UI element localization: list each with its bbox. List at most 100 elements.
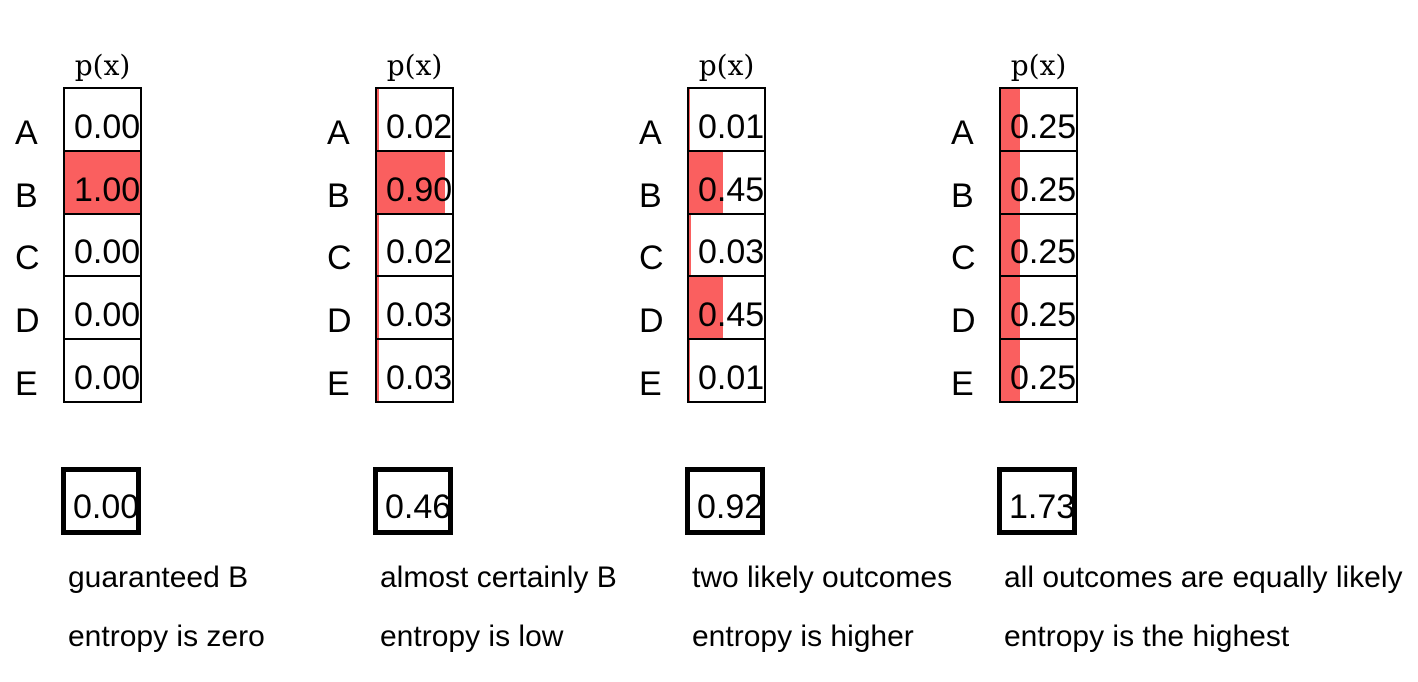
row-label: C xyxy=(951,239,976,278)
prob-bar xyxy=(689,340,690,401)
prob-value: 0.02 xyxy=(386,107,452,146)
row-label: B xyxy=(951,176,974,215)
entropy-value: 1.73 xyxy=(1009,488,1076,526)
row-label: D xyxy=(327,302,352,341)
prob-bar xyxy=(1001,89,1020,150)
row-label: C xyxy=(327,239,352,278)
row-label: B xyxy=(327,176,350,215)
prob-value: 0.02 xyxy=(386,233,452,272)
prob-cell: 0.25 xyxy=(1001,214,1076,278)
prob-value: 0.00 xyxy=(74,358,140,397)
prob-value: 0.03 xyxy=(386,358,452,397)
row-label: E xyxy=(639,364,662,403)
prob-bar xyxy=(377,340,380,401)
row-label: E xyxy=(951,364,974,403)
prob-cell: 0.00 xyxy=(65,340,140,401)
entropy-box: 0.00 xyxy=(61,467,141,535)
prob-cell: 0.03 xyxy=(689,214,764,278)
prob-value: 0.25 xyxy=(1010,296,1076,335)
prob-cell: 0.25 xyxy=(1001,277,1076,341)
pofx-header: p(x) xyxy=(386,49,443,82)
entropy-value: 0.46 xyxy=(385,488,452,526)
row-label: C xyxy=(15,239,40,278)
prob-bar xyxy=(377,214,379,276)
prob-bar xyxy=(689,277,723,339)
prob-bar xyxy=(689,151,723,213)
caption-line-2: entropy is the highest xyxy=(1004,620,1290,653)
prob-cell: 0.03 xyxy=(377,340,452,401)
prob-value: 0.90 xyxy=(386,170,452,209)
prob-cell: 0.00 xyxy=(65,277,140,341)
entropy-box: 0.92 xyxy=(685,467,765,535)
prob-cell: 0.45 xyxy=(689,151,764,215)
prob-value: 1.00 xyxy=(74,170,140,209)
row-label: E xyxy=(15,364,38,403)
prob-bar xyxy=(65,151,140,213)
prob-bar xyxy=(1001,340,1020,401)
prob-table: 0.00 1.00 0.00 0.00 0.00 xyxy=(63,87,142,403)
prob-bar xyxy=(377,89,379,150)
prob-bar xyxy=(1001,151,1020,213)
prob-cell: 0.00 xyxy=(65,214,140,278)
prob-cell: 0.00 xyxy=(65,89,140,152)
prob-bar xyxy=(689,89,690,150)
entropy-value: 0.00 xyxy=(73,488,140,526)
caption-line-1: all outcomes are equally likely xyxy=(1004,561,1403,594)
prob-value: 0.00 xyxy=(74,296,140,335)
prob-value: 0.01 xyxy=(698,107,764,146)
row-label: D xyxy=(951,302,976,341)
prob-cell: 0.90 xyxy=(377,151,452,215)
prob-bar xyxy=(1001,214,1020,276)
prob-cell: 0.25 xyxy=(1001,151,1076,215)
caption-line-1: two likely outcomes xyxy=(692,561,953,594)
caption-line-2: entropy is zero xyxy=(68,620,265,653)
prob-value: 0.25 xyxy=(1010,233,1076,272)
prob-value: 0.00 xyxy=(74,233,140,272)
row-label: D xyxy=(639,302,664,341)
entropy-box: 0.46 xyxy=(373,467,453,535)
row-label: A xyxy=(15,113,38,152)
row-label: E xyxy=(327,364,350,403)
prob-bar xyxy=(1001,277,1020,339)
prob-cell: 0.25 xyxy=(1001,89,1076,152)
row-label: D xyxy=(15,302,40,341)
prob-value: 0.01 xyxy=(698,358,764,397)
row-label: B xyxy=(639,176,662,215)
pofx-header: p(x) xyxy=(698,49,755,82)
prob-bar xyxy=(377,151,445,213)
prob-cell: 0.01 xyxy=(689,89,764,152)
caption-line-1: guaranteed B xyxy=(68,561,249,594)
entropy-value: 0.92 xyxy=(697,488,764,526)
pofx-header: p(x) xyxy=(1010,49,1067,82)
prob-cell: 0.02 xyxy=(377,89,452,152)
row-label: A xyxy=(951,113,974,152)
caption-line-2: entropy is higher xyxy=(692,620,914,653)
prob-cell: 0.25 xyxy=(1001,340,1076,401)
prob-value: 0.25 xyxy=(1010,358,1076,397)
prob-value: 0.25 xyxy=(1010,170,1076,209)
prob-cell: 0.02 xyxy=(377,214,452,278)
prob-value: 0.45 xyxy=(698,170,764,209)
prob-value: 0.45 xyxy=(698,296,764,335)
prob-value: 0.25 xyxy=(1010,107,1076,146)
row-label: A xyxy=(327,113,350,152)
prob-cell: 0.45 xyxy=(689,277,764,341)
prob-cell: 0.01 xyxy=(689,340,764,401)
caption-line-2: entropy is low xyxy=(380,620,564,653)
row-label: A xyxy=(639,113,662,152)
entropy-box: 1.73 xyxy=(997,467,1077,535)
prob-table: 0.01 0.45 0.03 0.45 0.01 xyxy=(687,87,766,403)
prob-cell: 1.00 xyxy=(65,151,140,215)
prob-value: 0.00 xyxy=(74,107,140,146)
prob-value: 0.03 xyxy=(386,296,452,335)
prob-cell: 0.03 xyxy=(377,277,452,341)
pofx-header: p(x) xyxy=(74,49,131,82)
prob-bar xyxy=(689,214,692,276)
prob-table: 0.02 0.90 0.02 0.03 0.03 xyxy=(375,87,454,403)
prob-value: 0.03 xyxy=(698,233,764,272)
caption-line-1: almost certainly B xyxy=(380,561,617,594)
row-label: B xyxy=(15,176,38,215)
prob-bar xyxy=(377,277,380,339)
row-label: C xyxy=(639,239,664,278)
